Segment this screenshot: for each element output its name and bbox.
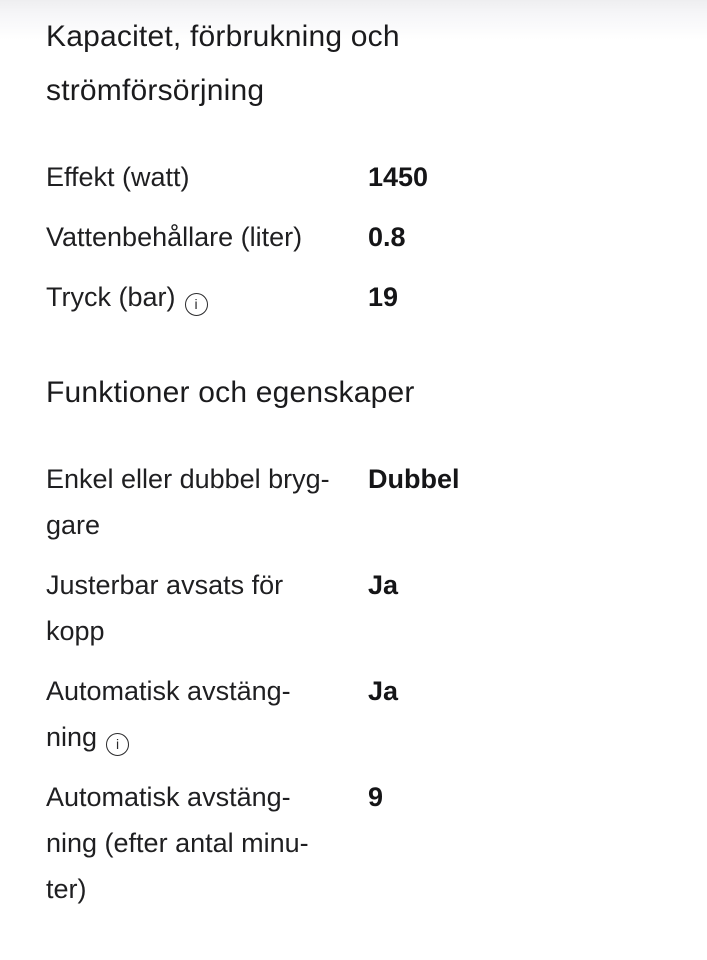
spec-row-tryck: Tryck (bar) i 19 xyxy=(46,274,667,320)
spec-label-cell: Justerbar avsats för kopp xyxy=(46,562,338,654)
spec-label: Vattenbehållare (liter) xyxy=(46,222,303,252)
spec-value: 9 xyxy=(368,782,384,812)
spec-row-effekt: Effekt (watt) 1450 xyxy=(46,154,667,200)
spec-label: Automatisk avstäng­ning xyxy=(46,676,291,752)
spec-row-bryggare: Enkel eller dubbel bryg­gare Dubbel xyxy=(46,456,667,548)
spec-label: Automatisk avstäng­ning (efter antal min… xyxy=(46,782,309,904)
spec-row-justerbar-avsats: Justerbar avsats för kopp Ja xyxy=(46,562,667,654)
product-specifications: Kapacitet, förbrukning och strömförsörjn… xyxy=(46,10,667,912)
spec-label-cell: Automatisk avstäng­ning (efter antal min… xyxy=(46,774,318,912)
spec-label: Enkel eller dubbel bryg­gare xyxy=(46,464,330,540)
spec-label-cell: Automatisk avstäng­ning i xyxy=(46,668,318,760)
spec-label: Justerbar avsats för kopp xyxy=(46,570,284,646)
spec-value: 0.8 xyxy=(368,222,406,252)
section-heading-capacity: Kapacitet, förbrukning och strömförsörjn… xyxy=(46,20,400,107)
spec-value: Ja xyxy=(368,676,399,706)
spec-row-automatisk-avstangning: Automatisk avstäng­ning i Ja xyxy=(46,668,667,760)
spec-value: 1450 xyxy=(368,162,429,192)
spec-label: Effekt (watt) xyxy=(46,162,190,192)
spec-value: 19 xyxy=(368,282,399,312)
spec-label-cell: Vattenbehållare (liter) xyxy=(46,214,338,260)
spec-value: Dubbel xyxy=(368,464,460,494)
spec-row-vattenbehallare: Vattenbehållare (liter) 0.8 xyxy=(46,214,667,260)
spec-label-cell: Effekt (watt) xyxy=(46,154,338,200)
spec-value: Ja xyxy=(368,570,399,600)
spec-label-cell: Tryck (bar) i xyxy=(46,274,338,320)
info-icon[interactable]: i xyxy=(184,292,208,316)
section-features: Funktioner och egenskaper Enkel eller du… xyxy=(46,366,667,912)
spec-label: Tryck (bar) xyxy=(46,282,176,312)
spec-label-cell: Enkel eller dubbel bryg­gare xyxy=(46,456,338,548)
section-capacity-power: Kapacitet, förbrukning och strömförsörjn… xyxy=(46,10,667,320)
info-icon[interactable]: i xyxy=(106,732,130,756)
spec-row-avstangning-minuter: Automatisk avstäng­ning (efter antal min… xyxy=(46,774,667,912)
section-heading-features: Funktioner och egenskaper xyxy=(46,376,415,409)
